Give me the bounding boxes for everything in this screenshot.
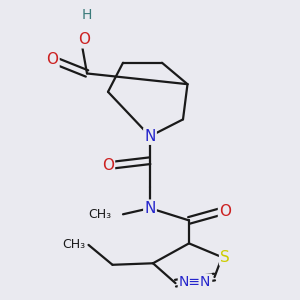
Text: N≡N: N≡N (179, 274, 211, 289)
Text: S: S (220, 250, 230, 265)
Text: O: O (102, 158, 114, 173)
Text: O: O (219, 204, 231, 219)
Text: O: O (78, 32, 90, 47)
Text: N: N (144, 129, 156, 144)
Text: O: O (46, 52, 58, 67)
Text: CH₃: CH₃ (62, 238, 86, 251)
Text: N: N (144, 201, 156, 216)
Text: H: H (82, 8, 92, 22)
Text: CH₃: CH₃ (88, 208, 111, 221)
